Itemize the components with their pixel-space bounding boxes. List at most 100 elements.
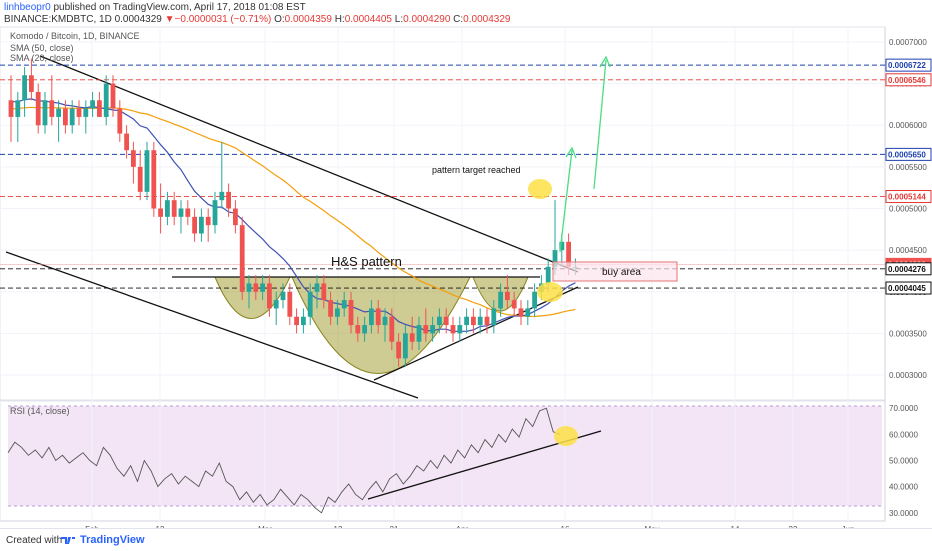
price-tick-label: 0.0003000 [889,371,927,380]
price-label-box [885,262,932,276]
candle-body [294,316,299,326]
high-value: 0.0004405 [344,14,392,25]
candle-body [511,300,517,309]
candle-body [348,300,354,326]
candle-body [185,208,191,217]
candle-body [165,200,170,217]
arrow-line-1 [559,149,573,253]
symbol: BINANCE:KMDBTC, 1D [4,14,112,25]
candle-body [151,150,157,209]
candle-body [280,291,286,301]
candle-body [117,108,123,134]
candle-body [253,283,259,292]
rsi-line [7,407,561,514]
price-tick-label: 0.0005500 [889,163,927,172]
candle-body [63,108,68,126]
candle-body [233,208,238,226]
tradingview-brand[interactable]: TradingView [80,534,145,546]
candle-body [90,100,95,109]
legend-title: Komodo / Bitcoin, 1D, BINANCE [10,31,140,41]
candle-body [15,100,21,117]
price-label-box [885,58,932,72]
low-label: L: [394,14,404,25]
close-value: 0.0004329 [463,14,511,25]
price-label-box [885,73,932,87]
candle-body [477,316,483,326]
candle-body [171,200,177,217]
low-value: 0.0004290 [403,14,451,25]
candle-body [423,325,429,334]
candle-body [335,308,340,317]
candle-body [369,308,374,326]
candle-body [35,91,41,126]
open-value: 0.0004359 [284,14,332,25]
candle-body [314,283,320,292]
candle-body [355,325,361,334]
candle-body [328,300,333,317]
candle-body [260,283,265,292]
price-label: 0.0005144 [888,193,926,202]
candle-body [389,316,395,342]
candle-body [287,291,293,317]
rsi-tick-label: 60.0000 [889,430,918,439]
candles [8,58,578,367]
candle-body [437,316,442,326]
candle-body [464,316,469,326]
candle-body [491,308,497,326]
candle-body [484,316,490,326]
price-tick-label: 0.0004500 [889,246,927,255]
price-label: 0.0004045 [888,284,926,293]
price-tick-label: 0.0006000 [889,121,927,130]
candle-body [22,75,27,101]
candle-body [375,308,381,326]
candle-body [158,208,163,217]
arrow-head-1 [565,146,577,159]
author-link[interactable]: linhbeopr0 [4,2,51,13]
rsi-highlight [554,426,578,446]
price-label: 0.0006722 [888,61,926,70]
candle-body [566,241,571,267]
candle-body [192,216,197,234]
legend-sma20[interactable]: SMA (20, close) [10,53,74,63]
footer: Created with TradingView [0,528,932,551]
candle-body [239,225,245,292]
candle-body [559,241,565,251]
candle-body [42,100,48,126]
channel-upper-line [39,55,579,273]
candle-body [219,191,225,201]
candle-body [409,333,415,342]
arrow-line-2 [593,59,607,190]
symbol-line: BINANCE:KMDBTC, 1D 0.0004329 ▼−0.0000031… [4,14,510,25]
candle-body [545,266,551,284]
legend-rsi[interactable]: RSI (14, close) [10,406,70,416]
legend-sma50[interactable]: SMA (50, close) [10,43,74,53]
rsi-line-layer [7,407,561,514]
candle-body [226,191,231,209]
candle-body [137,166,143,192]
rsi-axis: 70.0000 60.0000 50.0000 40.0000 30.0000 [889,404,918,518]
candle-body [505,291,510,301]
candle-body [97,100,102,117]
price-tick-label: 0.0005000 [889,205,927,214]
candle-body [471,316,476,326]
candle-body [56,108,61,117]
candle-body [443,316,449,326]
candle-body [307,291,313,317]
publish-line: linhbeopr0 published on TradingView.com,… [4,2,306,13]
candle-body [131,150,136,167]
candle-body [396,341,401,359]
close-label: C: [453,14,464,25]
candle-body [301,316,306,326]
candle-body [450,325,456,334]
candle-body [382,316,388,326]
candle-body [205,216,211,226]
price-label-box [885,147,932,161]
candle-body [498,291,503,309]
candle-body [212,200,218,226]
price-label: 0.0005650 [888,150,926,159]
candle-body [518,308,524,317]
high-label: H: [334,14,345,25]
candle-body [29,75,34,92]
hs-head [291,276,471,374]
